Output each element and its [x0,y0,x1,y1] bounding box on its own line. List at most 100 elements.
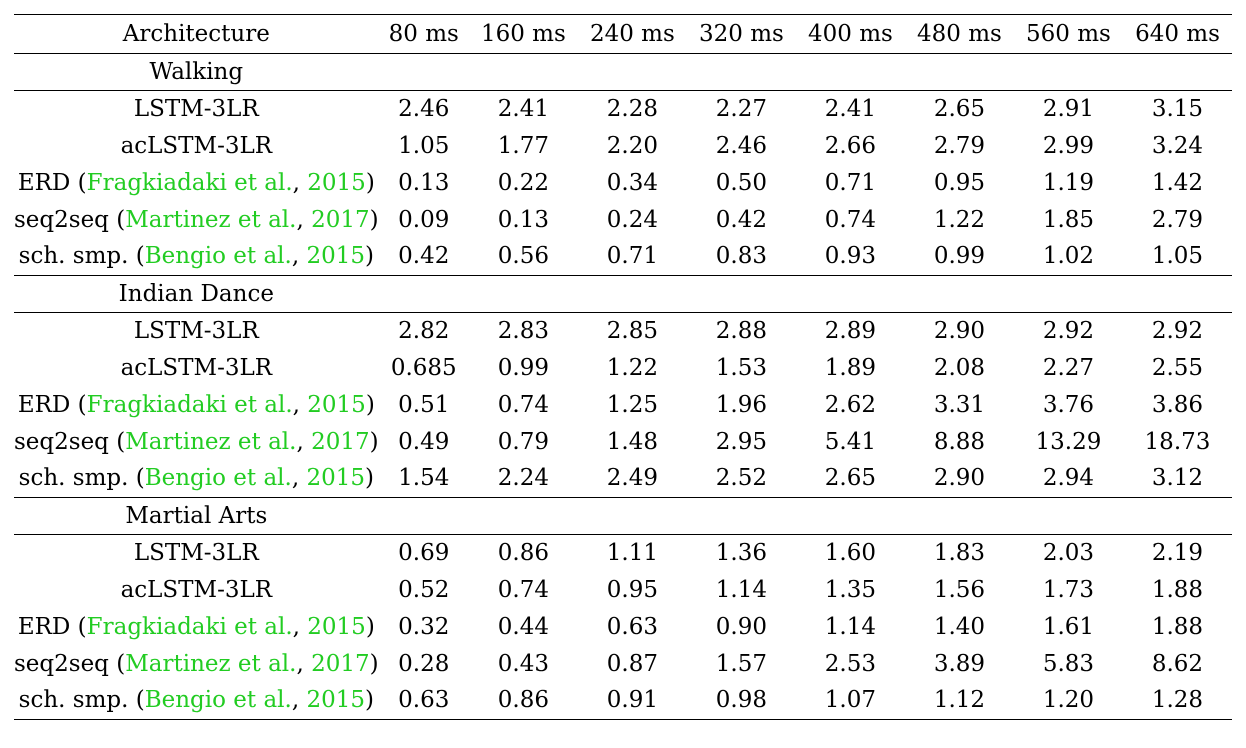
value-cell: 1.25 [606,391,658,418]
value-cell: 0.69 [398,539,450,566]
citation-year: 2017 [311,650,370,677]
value-cell: 3.76 [1042,391,1095,418]
header-time-5: 400 ms [795,16,905,54]
value-cell: 18.73 [1144,428,1211,455]
value-cell: 2.65 [824,465,877,492]
value-cell: 2.27 [1042,354,1095,381]
architecture-cell: acLSTM-3LR [14,127,379,164]
value-cell: 0.44 [497,613,549,640]
value-cell: 0.50 [715,169,767,196]
architecture-name: ERD [17,169,71,196]
value-cell: 0.99 [933,243,986,270]
table-row: sch. smp. (Bengio et al., 2015) 1.54 2.24 2… [14,460,1232,497]
section-filler [378,496,1232,535]
architecture-name: acLSTM-3LR [120,576,273,603]
value-cell: 1.36 [715,539,767,566]
value-cell: 0.13 [398,169,450,196]
table-row: sch. smp. (Bengio et al., 2015) 0.42 0.56 0… [14,238,1232,275]
value-cell: 1.48 [606,428,658,455]
value-cell: 1.02 [1042,243,1095,270]
value-cell: 1.61 [1042,613,1095,640]
value-cell: 0.34 [606,169,658,196]
architecture-cell: seq2seq (Martinez et al., 2017) [14,650,379,677]
table-row: LSTM-3LR 0.69 0.86 1.11 1.36 1.60 1.83 2.03 2.19 [14,534,1232,571]
table-row: LSTM-3LR 2.82 2.83 2.85 2.88 2.89 2.90 2.92 2.92 [14,312,1232,349]
table-row: seq2seq (Martinez et al., 2017) 0.28 0.43 0… [14,645,1232,682]
value-cell: 1.07 [795,682,905,720]
architecture-name: seq2seq [14,650,109,677]
architecture-cell: LSTM-3LR [14,534,379,571]
architecture-name: sch. smp. [18,243,129,270]
architecture-cell: ERD (Fragkiadaki et al., 2015) [17,169,375,196]
header-architecture: Architecture [14,16,379,54]
section-row: Walking [14,52,1232,91]
citation-year: 2015 [307,169,366,196]
header-row: Architecture 80 ms 160 ms 240 ms 320 ms 400 m… [14,16,1232,54]
value-cell: 0.79 [497,428,549,455]
architecture-name: ERD [17,613,71,640]
value-cell: 1.22 [933,206,986,233]
value-cell: 2.62 [824,391,877,418]
value-cell: 0.63 [378,682,469,720]
citation-year: 2015 [306,687,365,714]
value-cell: 8.62 [1151,650,1204,677]
value-cell: 2.95 [715,428,767,455]
value-cell: 0.685 [390,354,457,381]
value-cell: 0.87 [606,650,658,677]
value-cell: 13.29 [1035,428,1102,455]
citation-author: Martinez et al. [125,206,297,233]
architecture-cell: LSTM-3LR [14,312,379,349]
value-cell: 0.42 [398,243,450,270]
table-row: LSTM-3LR 2.46 2.41 2.28 2.27 2.41 2.65 2.91 3.15 [14,90,1232,127]
architecture-name: LSTM-3LR [133,317,259,344]
header-time-7: 560 ms [1013,16,1123,54]
architecture-name: sch. smp. [18,465,129,492]
value-cell: 1.14 [824,613,877,640]
value-cell: 2.65 [933,95,986,122]
citation-author: Bengio et al. [144,243,292,270]
section-row: Martial Arts [14,496,1232,535]
value-cell: 1.35 [824,576,877,603]
value-cell: 2.08 [933,354,986,381]
value-cell: 0.32 [398,613,450,640]
header-time-2: 160 ms [468,16,578,54]
value-cell: 2.85 [606,317,658,344]
architecture-name: LSTM-3LR [133,539,259,566]
table-row: ERD (Fragkiadaki et al., 2015) 0.13 0.22 0.… [14,164,1232,201]
value-cell: 5.83 [1042,650,1095,677]
architecture-name: ERD [17,391,71,418]
citation-year: 2017 [311,206,370,233]
table-row: seq2seq (Martinez et al., 2017) 0.09 0.13 0… [14,201,1232,238]
section-row: Indian Dance [14,274,1232,313]
citation-year: 2015 [307,391,366,418]
citation-year: 2015 [307,613,366,640]
value-cell: 0.83 [715,243,767,270]
value-cell: 0.24 [606,206,658,233]
architecture-name: acLSTM-3LR [120,354,273,381]
value-cell: 2.46 [715,132,767,159]
table-row: ERD (Fragkiadaki et al., 2015) 0.51 0.74 1.… [14,386,1232,423]
citation-author: Martinez et al. [125,650,297,677]
section-title: Martial Arts [14,496,379,535]
value-cell: 5.41 [824,428,877,455]
header-time-4: 320 ms [686,16,796,54]
architecture-cell: acLSTM-3LR [14,349,379,386]
architecture-cell: sch. smp. (Bengio et al., 2015) [18,465,374,492]
value-cell: 1.88 [1151,613,1204,640]
value-cell: 1.54 [398,465,450,492]
value-cell: 2.46 [398,95,450,122]
citation-author: Bengio et al. [144,465,292,492]
value-cell: 2.53 [824,650,877,677]
value-cell: 1.88 [1151,576,1204,603]
architecture-cell: ERD (Fragkiadaki et al., 2015) [17,613,375,640]
value-cell: 2.83 [497,317,549,344]
value-cell: 3.86 [1151,391,1204,418]
citation-year: 2015 [306,243,365,270]
table-row: sch. smp. (Bengio et al., 2015) 0.63 0.86 0… [14,682,1232,720]
value-cell: 1.05 [398,132,450,159]
value-cell: 2.91 [1042,95,1095,122]
value-cell: 0.71 [824,169,877,196]
value-cell: 0.52 [398,576,450,603]
value-cell: 0.28 [398,650,450,677]
value-cell: 2.28 [606,95,658,122]
